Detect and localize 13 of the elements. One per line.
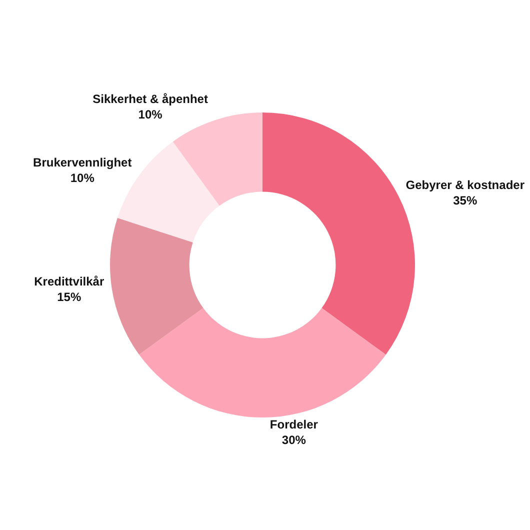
donut-slice xyxy=(172,112,262,206)
slice-label: Brukervennlighet xyxy=(33,155,132,170)
slice-label: Gebyrer & kostnader xyxy=(406,178,525,192)
slice-label: Fordeler xyxy=(270,418,318,432)
data-label: 15% xyxy=(57,290,82,304)
data-label: 10% xyxy=(70,171,95,186)
slice-label: Sikkerhet & åpenhet xyxy=(92,92,208,106)
donut-slice xyxy=(110,218,204,355)
donut-slice xyxy=(139,308,386,418)
data-label: 30% xyxy=(282,433,306,448)
data-label: 35% xyxy=(453,194,478,208)
data-label: 10% xyxy=(138,107,163,122)
slice-label: Kredittvilkår xyxy=(34,274,104,288)
